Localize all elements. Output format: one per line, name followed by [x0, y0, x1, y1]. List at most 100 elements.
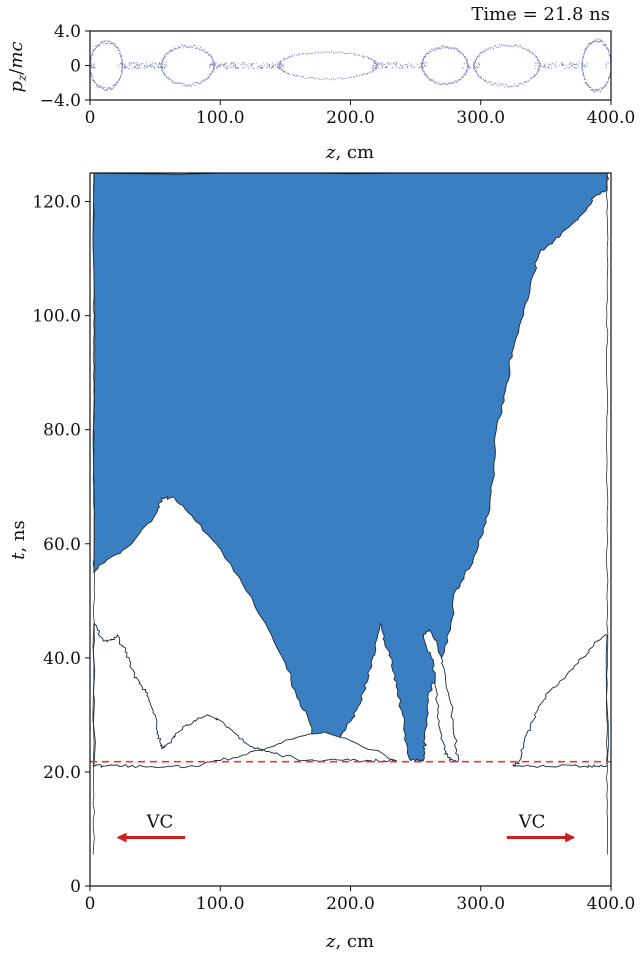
phase-point: [252, 63, 254, 65]
phase-point: [262, 62, 264, 64]
phase-point: [512, 46, 514, 48]
phase-point: [111, 87, 113, 89]
phase-point: [606, 83, 608, 86]
phase-point: [151, 64, 153, 66]
phase-point: [426, 62, 428, 64]
phase-point: [157, 66, 159, 68]
phase-point: [214, 62, 216, 64]
phase-point: [605, 81, 608, 83]
phase-point: [605, 46, 607, 48]
phase-point: [247, 67, 249, 69]
phase-point: [474, 60, 476, 62]
phase-point: [220, 64, 222, 66]
phase-point: [607, 81, 609, 83]
phase-point: [537, 58, 539, 60]
phase-point: [271, 64, 273, 66]
phase-point: [168, 79, 170, 81]
phase-point: [502, 83, 504, 85]
phase-point: [118, 78, 121, 80]
phase-point: [97, 85, 99, 87]
phase-point: [477, 73, 479, 76]
phase-point: [167, 77, 170, 79]
phase-point: [362, 73, 364, 75]
phase-point: [536, 72, 538, 75]
phase-point: [395, 62, 398, 64]
phase-point: [561, 63, 564, 65]
vc-label: VC: [145, 812, 173, 833]
phase-point: [187, 46, 189, 48]
phase-point: [117, 81, 119, 83]
phase-point: [405, 63, 407, 66]
phase-point: [170, 49, 173, 51]
phase-point: [169, 50, 171, 52]
phase-point: [91, 52, 93, 55]
phase-point: [476, 64, 478, 66]
phase-point: [240, 64, 242, 66]
phase-point: [523, 82, 525, 84]
phase-point: [538, 69, 541, 71]
phase-point: [511, 45, 513, 47]
phase-point: [463, 55, 465, 57]
top-y-tick-label: 4.0: [54, 22, 81, 42]
phase-point: [539, 60, 541, 63]
phase-point: [184, 45, 186, 47]
phase-point: [496, 46, 498, 48]
phase-point: [136, 61, 138, 64]
phase-point: [442, 84, 444, 86]
phase-point: [422, 67, 424, 69]
phase-point: [474, 59, 476, 61]
phase-point: [278, 65, 280, 67]
phase-point: [606, 62, 608, 64]
phase-point: [426, 75, 428, 78]
phase-point: [304, 77, 306, 79]
phase-point: [212, 60, 214, 62]
phase-point: [114, 84, 116, 86]
phase-point: [608, 50, 610, 52]
phase-point: [525, 81, 527, 83]
phase-point: [422, 61, 424, 63]
phase-point: [526, 50, 528, 52]
phase-point: [122, 65, 124, 67]
phase-point: [538, 70, 540, 72]
phase-point: [371, 66, 373, 68]
phase-point: [380, 63, 382, 65]
phase-point: [372, 67, 374, 69]
phase-point: [362, 74, 364, 76]
phase-point: [189, 46, 191, 48]
phase-point: [372, 64, 374, 66]
phase-point: [92, 67, 94, 69]
phase-point: [128, 63, 130, 65]
phase-point: [121, 69, 123, 71]
phase-point: [374, 63, 376, 65]
phase-point: [534, 54, 536, 56]
phase-point: [593, 91, 596, 93]
phase-point: [521, 46, 523, 49]
phase-point: [106, 89, 109, 91]
phase-point: [332, 78, 334, 80]
phase-point: [230, 64, 232, 66]
phase-point: [530, 77, 532, 79]
phase-point: [105, 87, 107, 89]
phase-point: [258, 65, 260, 67]
phase-point: [582, 57, 584, 59]
phase-point: [351, 52, 353, 54]
phase-point: [246, 64, 248, 66]
phase-point: [523, 47, 525, 49]
phase-point: [381, 63, 383, 65]
phase-point: [107, 87, 109, 90]
phase-point: [155, 63, 157, 65]
phase-point: [462, 76, 464, 78]
phase-point: [496, 83, 498, 85]
phase-point: [181, 82, 183, 84]
bottom-x-tick-label: 0: [85, 894, 96, 914]
phase-point: [440, 84, 442, 86]
phase-point: [527, 49, 529, 51]
phase-point: [279, 61, 281, 64]
phase-point: [440, 46, 442, 48]
phase-point: [93, 63, 95, 65]
phase-point: [429, 51, 431, 53]
phase-point: [116, 65, 118, 67]
phase-point: [458, 78, 460, 80]
phase-point: [372, 70, 374, 72]
phase-point: [407, 65, 409, 67]
